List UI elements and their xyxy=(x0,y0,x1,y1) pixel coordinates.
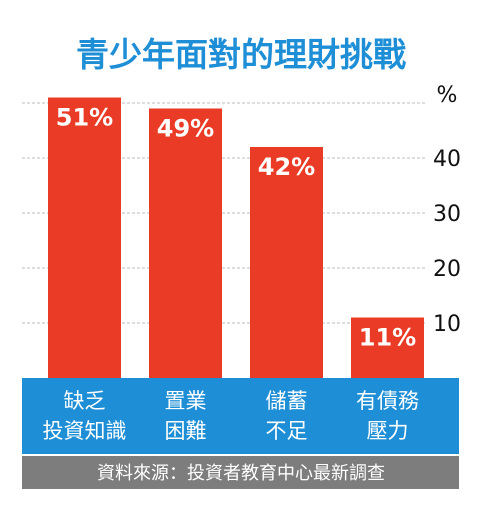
bar-1 xyxy=(149,108,222,378)
category-label: 儲蓄 xyxy=(266,389,308,413)
y-tick-label: 40 xyxy=(433,147,461,172)
bar-value-label: 49% xyxy=(157,115,214,143)
bar-value-label: 42% xyxy=(258,153,315,181)
bars: 51% 49% 42% 11% xyxy=(48,97,424,378)
y-tick-label: 10 xyxy=(433,312,461,337)
bar-value-label: 51% xyxy=(56,104,113,132)
bar-3 xyxy=(351,317,424,378)
source-note: 資料來源：投資者教育中心最新調查 xyxy=(97,463,385,484)
bar-0 xyxy=(48,97,121,378)
category-label: 困難 xyxy=(165,419,207,443)
category-label: 缺乏 xyxy=(64,389,106,413)
chart-title: 青少年面對的理財挑戰 xyxy=(76,35,406,74)
category-label: 壓力 xyxy=(367,419,409,443)
bar-value-label: 11% xyxy=(359,324,416,352)
source-band xyxy=(22,456,459,489)
category-label: 不足 xyxy=(266,419,308,443)
category-label: 有債務 xyxy=(356,389,419,413)
y-tick-label: 30 xyxy=(433,202,461,227)
category-band xyxy=(22,378,459,454)
category-label: 投資知識 xyxy=(43,419,127,443)
y-axis-unit: % xyxy=(437,83,458,108)
y-axis-ticks: % 10 20 30 40 xyxy=(433,83,461,337)
bar-2 xyxy=(250,147,323,378)
category-label: 置業 xyxy=(165,389,207,413)
y-tick-label: 20 xyxy=(433,257,461,282)
